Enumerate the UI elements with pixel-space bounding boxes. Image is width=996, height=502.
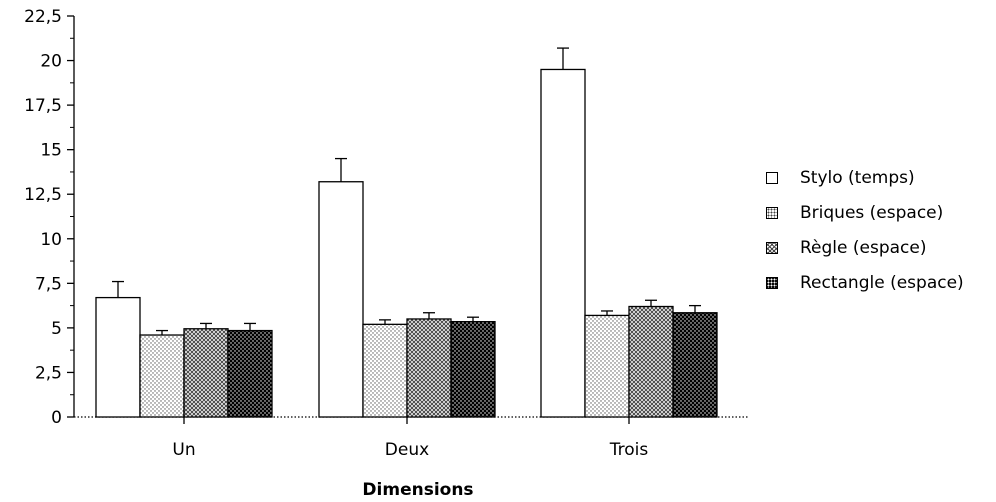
bar [139,334,185,418]
bar [95,296,141,418]
bar [672,312,718,418]
legend-label: Briques (espace) [800,202,944,223]
bar [540,68,586,418]
legend-item: Rectangle (espace) [766,265,964,300]
y-tick-label: 20 [40,52,62,72]
y-tick-label: 5 [51,319,62,339]
bar [183,328,229,418]
x-tick-label: Un [172,440,195,460]
bar [628,305,674,418]
x-tick-label: Deux [385,440,429,460]
y-tick-label: 2,5 [35,363,62,383]
legend-item: Règle (espace) [766,230,964,265]
legend-label: Rectangle (espace) [800,272,964,293]
bar [450,321,496,418]
y-tick-label: 17,5 [24,96,62,116]
legend-item: Briques (espace) [766,195,964,230]
legend-swatch-icon [766,241,778,254]
y-tick-label: 7,5 [35,274,62,294]
legend-swatch-icon [766,206,778,219]
bar [584,314,630,418]
y-tick-label: 15 [40,141,62,161]
bar [227,329,273,418]
y-tick-label: 10 [40,230,62,250]
x-axis-title: Dimensions [362,480,474,500]
bar [362,323,408,418]
y-tick-label: 22,5 [24,7,62,27]
legend-label: Stylo (temps) [800,167,915,188]
legend-label: Règle (espace) [800,237,927,258]
y-tick-label: 12,5 [24,185,62,205]
legend-swatch-icon [766,171,778,184]
y-tick-label: 0 [51,408,62,428]
legend-item: Stylo (temps) [766,160,964,195]
bar [318,181,364,418]
legend: Stylo (temps) Briques (espace) Règle (es… [766,160,964,300]
x-tick-label: Trois [609,440,649,460]
legend-swatch-icon [766,276,778,289]
bar [406,318,452,418]
